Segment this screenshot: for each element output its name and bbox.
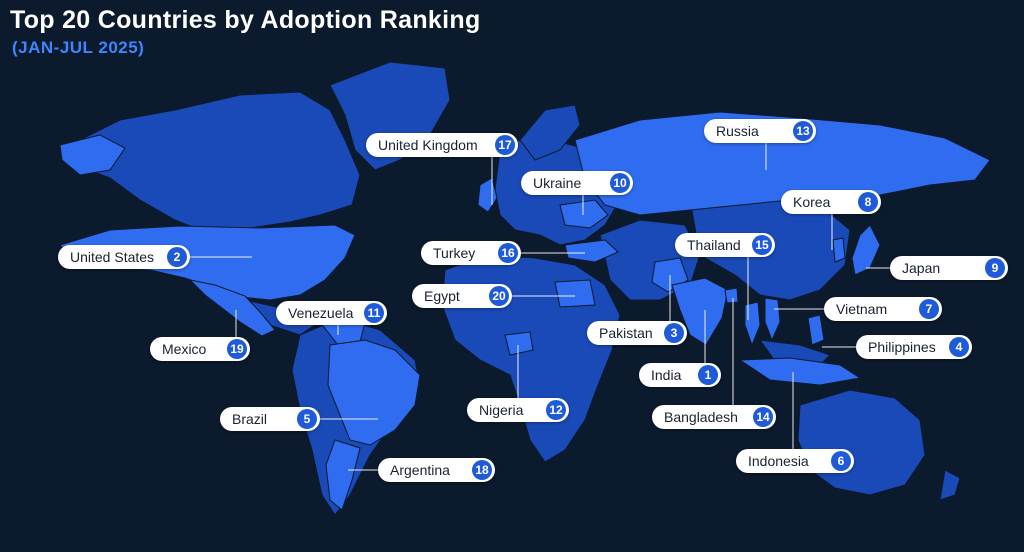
map-subtitle: (JAN-JUL 2025) bbox=[12, 38, 145, 57]
region-philippines bbox=[807, 314, 825, 346]
canada-shape bbox=[69, 91, 361, 231]
country-name: Indonesia bbox=[748, 453, 809, 469]
country-name: Argentina bbox=[390, 462, 450, 478]
rank-badge: 12 bbox=[546, 400, 566, 420]
region-indonesia bbox=[738, 357, 862, 386]
country-name: Thailand bbox=[687, 237, 741, 253]
region-bangladesh bbox=[724, 287, 739, 304]
rank-badge: 18 bbox=[472, 460, 492, 480]
country-name: Pakistan bbox=[599, 325, 653, 341]
region-argentina bbox=[325, 439, 361, 511]
region-thailand bbox=[744, 301, 761, 347]
label-russia: Russia 13 bbox=[704, 119, 816, 143]
region-korea bbox=[832, 237, 846, 263]
rank-badge: 8 bbox=[858, 192, 878, 212]
country-name: Mexico bbox=[162, 341, 207, 357]
rank-badge: 4 bbox=[949, 337, 969, 357]
rank-badge: 10 bbox=[610, 173, 630, 193]
label-thailand: Thailand 15 bbox=[675, 233, 775, 257]
rank-badge: 17 bbox=[495, 135, 515, 155]
country-name: Venezuela bbox=[288, 305, 354, 321]
country-name: India bbox=[651, 367, 682, 383]
rank-badge: 11 bbox=[364, 303, 384, 323]
rank-badge: 16 bbox=[498, 243, 518, 263]
region-egypt bbox=[554, 279, 596, 308]
label-vietnam: Vietnam 7 bbox=[824, 297, 942, 321]
label-ukraine: Ukraine 10 bbox=[521, 171, 633, 195]
label-bangladesh: Bangladesh 14 bbox=[652, 405, 776, 429]
rank-badge: 9 bbox=[985, 258, 1005, 278]
label-mexico: Mexico 19 bbox=[150, 337, 250, 361]
label-egypt: Egypt 20 bbox=[412, 284, 512, 308]
rank-badge: 20 bbox=[489, 286, 509, 306]
region-india bbox=[671, 277, 729, 346]
country-name: Korea bbox=[793, 194, 831, 210]
region-turkey bbox=[564, 239, 619, 263]
country-name: Philippines bbox=[868, 339, 936, 355]
country-name: United Kingdom bbox=[378, 137, 478, 153]
rank-badge: 15 bbox=[752, 235, 772, 255]
country-name: Japan bbox=[902, 260, 941, 276]
australia-shape bbox=[797, 389, 926, 496]
leader-lines bbox=[190, 143, 890, 471]
label-venezuela: Venezuela 11 bbox=[276, 301, 387, 325]
country-name: Bangladesh bbox=[664, 409, 738, 425]
label-japan: Japan 9 bbox=[890, 256, 1008, 280]
label-argentina: Argentina 18 bbox=[378, 458, 495, 482]
region-vietnam bbox=[764, 297, 781, 342]
label-brazil: Brazil 5 bbox=[220, 407, 320, 431]
label-nigeria: Nigeria 12 bbox=[467, 398, 569, 422]
label-indonesia: Indonesia 6 bbox=[736, 449, 854, 473]
ranked-countries bbox=[59, 111, 991, 511]
scandinavia-shape bbox=[519, 104, 581, 161]
region-nigeria bbox=[504, 331, 534, 356]
label-turkey: Turkey 16 bbox=[421, 241, 521, 265]
country-name: Egypt bbox=[424, 288, 460, 304]
label-india: India 1 bbox=[639, 363, 721, 387]
region-russia bbox=[574, 111, 991, 216]
rank-badge: 13 bbox=[793, 121, 813, 141]
country-name: Nigeria bbox=[479, 402, 524, 418]
country-name: Brazil bbox=[232, 411, 268, 427]
new-zealand-shape bbox=[939, 469, 961, 501]
rank-badge: 3 bbox=[664, 323, 684, 343]
country-name: Russia bbox=[716, 123, 759, 139]
rank-badge: 1 bbox=[698, 365, 718, 385]
region-united-kingdom bbox=[477, 177, 498, 213]
rank-badge: 19 bbox=[227, 339, 247, 359]
rank-badge: 14 bbox=[753, 407, 773, 427]
region-ukraine bbox=[559, 199, 609, 229]
rank-badge: 2 bbox=[167, 247, 187, 267]
label-united-kingdom: United Kingdom 17 bbox=[366, 133, 518, 157]
rank-badge: 7 bbox=[919, 299, 939, 319]
label-united-states: United States 2 bbox=[58, 245, 190, 269]
label-korea: Korea 8 bbox=[781, 190, 881, 214]
region-mexico bbox=[188, 279, 276, 337]
map-title: Top 20 Countries by Adoption Ranking bbox=[10, 6, 481, 34]
label-philippines: Philippines 4 bbox=[856, 335, 972, 359]
country-name: Ukraine bbox=[533, 175, 582, 191]
label-pakistan: Pakistan 3 bbox=[587, 321, 687, 345]
rank-badge: 5 bbox=[297, 409, 317, 429]
country-name: Turkey bbox=[433, 245, 476, 261]
rank-badge: 6 bbox=[831, 451, 851, 471]
country-name: Vietnam bbox=[836, 301, 888, 317]
country-name: United States bbox=[70, 249, 155, 265]
region-united-states bbox=[59, 224, 356, 301]
region-alaska bbox=[59, 134, 126, 176]
